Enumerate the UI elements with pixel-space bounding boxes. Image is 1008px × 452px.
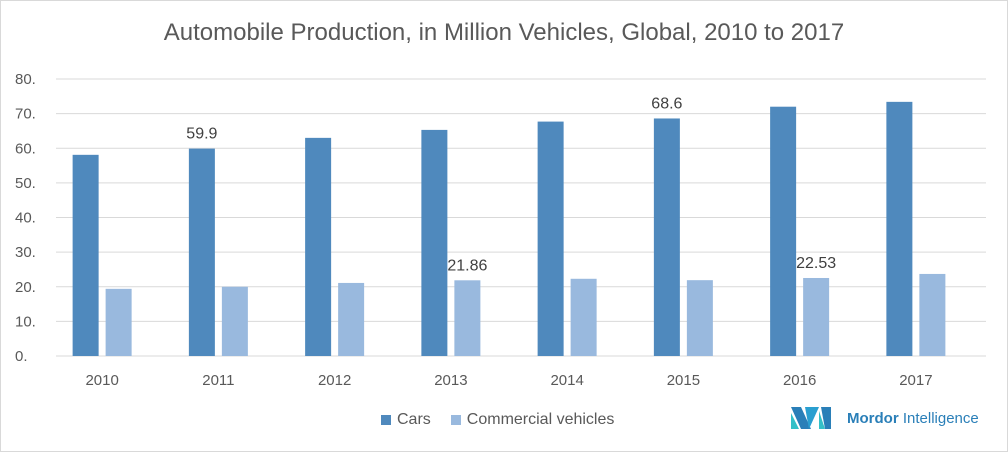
bar-cars	[653, 118, 680, 356]
x-tick-label: 2014	[550, 372, 583, 389]
bar-cars	[537, 121, 564, 357]
logo-text: Mordor Intelligence	[847, 409, 979, 427]
y-tick-label: 60.	[15, 140, 36, 157]
bar-commercial	[338, 282, 365, 356]
x-tick-label: 2010	[85, 372, 118, 389]
data-label: 59.9	[186, 126, 217, 143]
bar-commercial	[570, 278, 597, 356]
y-tick-label: 70.	[15, 106, 36, 123]
y-tick-label: 20.	[15, 279, 36, 296]
x-tick-label: 2017	[899, 372, 932, 389]
data-label: 68.6	[651, 95, 682, 112]
x-tick-label: 2016	[783, 372, 816, 389]
y-tick-label: 50.	[15, 175, 36, 192]
legend-label-commercial: Commercial vehicles	[466, 411, 615, 428]
y-tick-label: 40.	[15, 210, 36, 227]
bar-cars	[305, 137, 332, 356]
x-tick-label: 2011	[202, 372, 234, 389]
logo-mark-icon	[791, 407, 831, 429]
bar-commercial	[686, 280, 713, 356]
data-label: 21.86	[447, 257, 487, 274]
bar-commercial	[803, 277, 830, 356]
bar-cars	[886, 101, 913, 356]
y-tick-label: 10.	[15, 313, 36, 330]
legend-swatch-commercial	[450, 415, 461, 425]
bar-cars	[188, 148, 215, 356]
bar-commercial	[919, 273, 946, 356]
chart-title: Automobile Production, in Million Vehicl…	[163, 19, 845, 46]
y-tick-label: 0.	[15, 348, 28, 365]
bar-cars	[770, 106, 797, 356]
y-tick-label: 80.	[15, 71, 36, 88]
y-tick-label: 30.	[15, 244, 36, 261]
legend-swatch-cars	[381, 415, 391, 425]
x-tick-label: 2015	[667, 372, 700, 389]
bar-commercial	[105, 288, 132, 356]
legend-label-cars: Cars	[397, 411, 431, 428]
data-label: 22.53	[796, 255, 836, 272]
bar-cars	[72, 154, 99, 356]
legend: Cars Commercial vehicles	[381, 411, 614, 429]
bar-commercial	[454, 280, 481, 356]
bar-commercial	[221, 286, 248, 356]
bar-cars	[421, 129, 448, 356]
x-tick-label: 2013	[434, 372, 467, 389]
x-tick-label: 2012	[318, 372, 351, 389]
mordor-intelligence-logo: Mordor Intelligence	[791, 407, 979, 429]
bar-chart: 0. 10. 20. 30. 40. 50. 60. 70. 80. 2010 2011 2012 20…	[15, 71, 986, 389]
